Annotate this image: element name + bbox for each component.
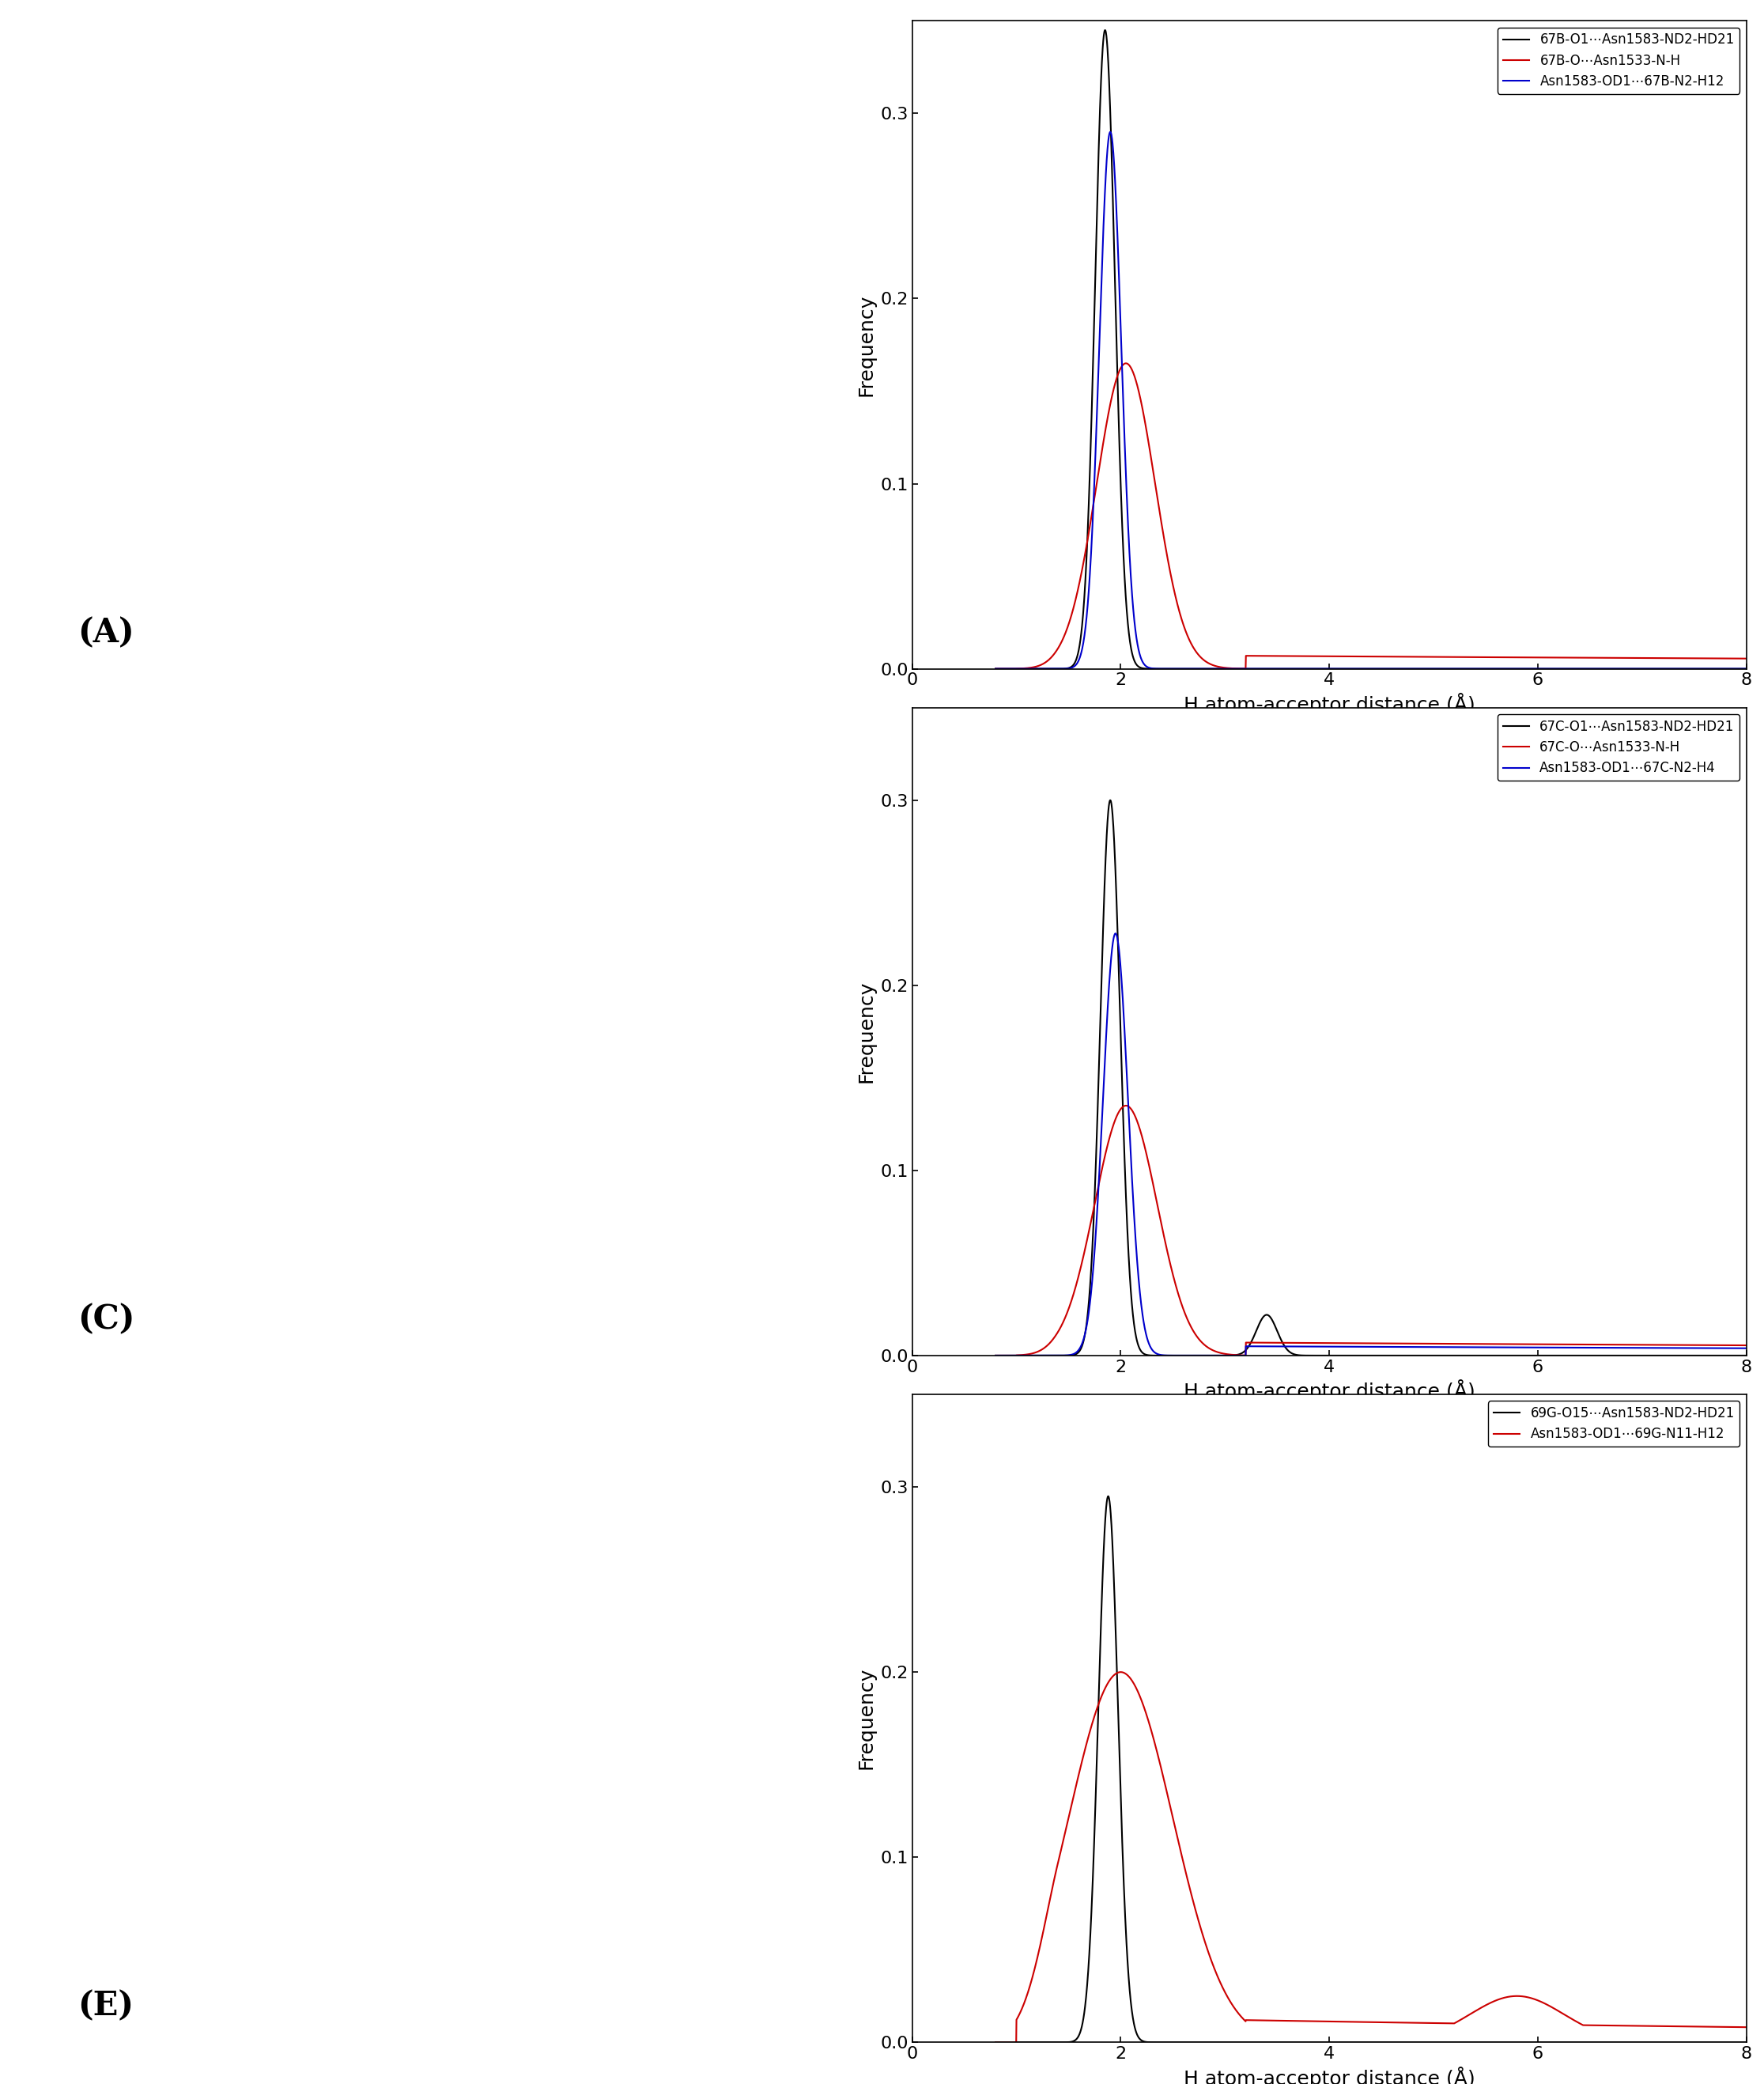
Asn1583-OD1⋯67B-N2-H12 (1124, 615, 1145, 640)
Asn1583-OD1⋯69G-N11-H12 (1076, 1730, 1097, 1755)
67C-O⋯Asn1533-N-H (1115, 1094, 1136, 1119)
67C-O⋯Asn1533-N-H (1076, 1227, 1097, 1252)
67B-O1⋯Asn1583-ND2-HD21 (1094, 17, 1115, 42)
X-axis label: H atom-acceptor distance (Å): H atom-acceptor distance (Å) (1184, 692, 1475, 715)
Asn1583-OD1⋯67C-N2-H4 (1124, 1219, 1145, 1244)
Legend: 69G-O15⋯Asn1583-ND2-HD21, Asn1583-OD1⋯69G-N11-H12: 69G-O15⋯Asn1583-ND2-HD21, Asn1583-OD1⋯69… (1489, 1400, 1739, 1446)
69G-O15⋯Asn1583-ND2-HD21 (1124, 2015, 1145, 2040)
67C-O⋯Asn1533-N-H (1328, 1332, 1349, 1357)
Line: 67B-O1⋯Asn1583-ND2-HD21: 67B-O1⋯Asn1583-ND2-HD21 (995, 29, 1764, 669)
69G-O15⋯Asn1583-ND2-HD21 (1097, 1484, 1118, 1509)
Asn1583-OD1⋯69G-N11-H12 (984, 2030, 1005, 2055)
Line: 67C-O1⋯Asn1583-ND2-HD21: 67C-O1⋯Asn1583-ND2-HD21 (995, 800, 1764, 1355)
67C-O⋯Asn1533-N-H (984, 1342, 1005, 1367)
67B-O1⋯Asn1583-ND2-HD21 (1076, 531, 1097, 556)
Legend: 67B-O1⋯Asn1583-ND2-HD21, 67B-O⋯Asn1533-N-H, Asn1583-OD1⋯67B-N2-H12: 67B-O1⋯Asn1583-ND2-HD21, 67B-O⋯Asn1533-N… (1498, 27, 1739, 94)
Asn1583-OD1⋯67C-N2-H4 (1328, 1334, 1349, 1359)
69G-O15⋯Asn1583-ND2-HD21 (1328, 2030, 1349, 2055)
X-axis label: H atom-acceptor distance (Å): H atom-acceptor distance (Å) (1184, 2067, 1475, 2084)
69G-O15⋯Asn1583-ND2-HD21 (1076, 1974, 1097, 1999)
Y-axis label: Frequency: Frequency (857, 294, 877, 396)
67B-O⋯Asn1533-N-H (1328, 644, 1349, 669)
Line: Asn1583-OD1⋯67B-N2-H12: Asn1583-OD1⋯67B-N2-H12 (995, 131, 1764, 669)
Line: 69G-O15⋯Asn1583-ND2-HD21: 69G-O15⋯Asn1583-ND2-HD21 (995, 1496, 1764, 2042)
67C-O⋯Asn1533-N-H (1124, 1105, 1145, 1130)
Asn1583-OD1⋯67B-N2-H12 (984, 656, 1005, 681)
67C-O1⋯Asn1583-ND2-HD21 (1099, 788, 1120, 813)
Asn1583-OD1⋯67C-N2-H4 (1293, 1334, 1314, 1359)
Asn1583-OD1⋯67C-N2-H4 (1104, 921, 1125, 946)
Asn1583-OD1⋯67B-N2-H12 (1293, 656, 1314, 681)
67B-O1⋯Asn1583-ND2-HD21 (984, 656, 1005, 681)
Text: (C): (C) (78, 1302, 136, 1336)
69G-O15⋯Asn1583-ND2-HD21 (1686, 2030, 1708, 2055)
67C-O1⋯Asn1583-ND2-HD21 (1658, 1342, 1679, 1367)
67B-O⋯Asn1533-N-H (1124, 365, 1145, 390)
67B-O1⋯Asn1583-ND2-HD21 (1293, 656, 1314, 681)
Asn1583-OD1⋯67B-N2-H12 (1686, 656, 1708, 681)
67C-O⋯Asn1533-N-H (1293, 1330, 1314, 1355)
Legend: 67C-O1⋯Asn1583-ND2-HD21, 67C-O⋯Asn1533-N-H, Asn1583-OD1⋯67C-N2-H4: 67C-O1⋯Asn1583-ND2-HD21, 67C-O⋯Asn1533-N… (1498, 715, 1739, 782)
Text: (B): (B) (778, 727, 838, 761)
69G-O15⋯Asn1583-ND2-HD21 (1293, 2030, 1314, 2055)
Line: Asn1583-OD1⋯69G-N11-H12: Asn1583-OD1⋯69G-N11-H12 (995, 1671, 1764, 2042)
Asn1583-OD1⋯69G-N11-H12 (1328, 2009, 1349, 2034)
Asn1583-OD1⋯69G-N11-H12 (1124, 1673, 1145, 1698)
67B-O⋯Asn1533-N-H (1076, 529, 1097, 554)
67C-O⋯Asn1533-N-H (1686, 1332, 1708, 1357)
Asn1583-OD1⋯69G-N11-H12 (1293, 2009, 1314, 2034)
Y-axis label: Frequency: Frequency (857, 979, 877, 1084)
Asn1583-OD1⋯67C-N2-H4 (984, 1342, 1005, 1367)
Asn1583-OD1⋯67C-N2-H4 (1076, 1311, 1097, 1336)
69G-O15⋯Asn1583-ND2-HD21 (984, 2030, 1005, 2055)
67B-O⋯Asn1533-N-H (1293, 644, 1314, 669)
Asn1583-OD1⋯67B-N2-H12 (1076, 598, 1097, 623)
Line: 67B-O⋯Asn1533-N-H: 67B-O⋯Asn1533-N-H (995, 363, 1764, 669)
Line: 67C-O⋯Asn1533-N-H: 67C-O⋯Asn1533-N-H (995, 1107, 1764, 1355)
67B-O⋯Asn1533-N-H (1115, 350, 1136, 375)
67B-O1⋯Asn1583-ND2-HD21 (1328, 656, 1349, 681)
Asn1583-OD1⋯67B-N2-H12 (1099, 119, 1120, 144)
67B-O⋯Asn1533-N-H (984, 656, 1005, 681)
Text: (D): (D) (778, 1413, 838, 1446)
Line: Asn1583-OD1⋯67C-N2-H4: Asn1583-OD1⋯67C-N2-H4 (995, 934, 1764, 1355)
Text: (A): (A) (78, 617, 134, 650)
67C-O1⋯Asn1583-ND2-HD21 (984, 1342, 1005, 1367)
Asn1583-OD1⋯69G-N11-H12 (1686, 2013, 1708, 2038)
67C-O1⋯Asn1583-ND2-HD21 (1076, 1307, 1097, 1332)
Asn1583-OD1⋯67C-N2-H4 (1686, 1336, 1708, 1361)
67B-O1⋯Asn1583-ND2-HD21 (1124, 650, 1145, 675)
67B-O1⋯Asn1583-ND2-HD21 (1686, 656, 1708, 681)
67B-O⋯Asn1533-N-H (1686, 646, 1708, 671)
Asn1583-OD1⋯69G-N11-H12 (1110, 1659, 1131, 1684)
67C-O1⋯Asn1583-ND2-HD21 (1328, 1342, 1349, 1367)
X-axis label: H atom-acceptor distance (Å): H atom-acceptor distance (Å) (1184, 1380, 1475, 1403)
67C-O1⋯Asn1583-ND2-HD21 (1124, 1319, 1145, 1344)
67C-O1⋯Asn1583-ND2-HD21 (1293, 1342, 1314, 1367)
Text: (E): (E) (78, 1990, 134, 2024)
67C-O1⋯Asn1583-ND2-HD21 (1686, 1342, 1708, 1367)
Asn1583-OD1⋯67B-N2-H12 (1328, 656, 1349, 681)
Y-axis label: Frequency: Frequency (857, 1667, 877, 1769)
